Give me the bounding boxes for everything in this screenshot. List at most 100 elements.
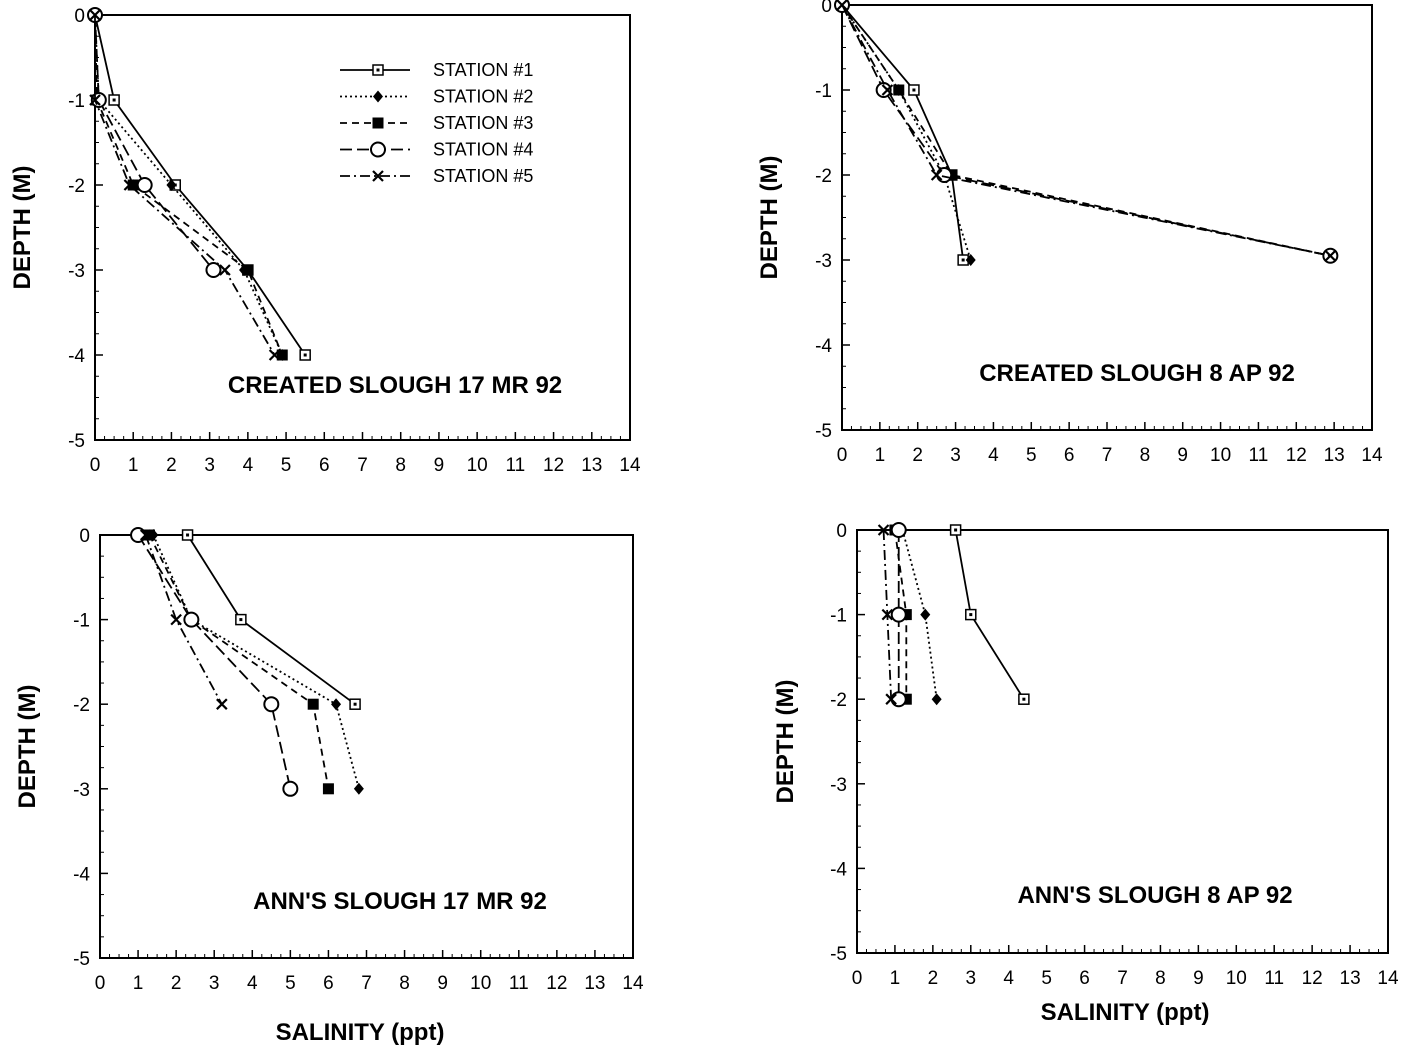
- data-point: [1324, 249, 1337, 262]
- data-point: [219, 264, 231, 276]
- x-tick-label: 5: [1041, 968, 1052, 989]
- x-tick-label: 12: [1302, 968, 1323, 989]
- x-tick-label: 9: [1177, 445, 1188, 466]
- legend-item-station-2: STATION #2: [340, 87, 533, 107]
- data-point: [885, 693, 897, 705]
- x-tick-label: 11: [1264, 968, 1284, 989]
- data-point: [936, 167, 953, 183]
- data-point: [890, 522, 907, 538]
- y-tick-label: -3: [68, 261, 85, 282]
- y-tick-label: -4: [830, 859, 847, 880]
- x-tick-label: 14: [619, 455, 641, 476]
- data-point: [949, 524, 962, 536]
- y-tick-label: -4: [73, 864, 90, 885]
- series-line: [186, 534, 356, 705]
- x-tick-label: 1: [890, 968, 901, 989]
- series-station-2: [837, 0, 976, 266]
- x-tick-label: 7: [1117, 968, 1128, 989]
- series-line: [841, 4, 965, 261]
- data-point: [881, 608, 894, 621]
- legend-item-station-4: STATION #4: [340, 140, 533, 160]
- panel-title: CREATED SLOUGH 17 MR 92: [228, 372, 562, 399]
- series-station-5: [836, 0, 1337, 262]
- y-tick-label: 0: [836, 521, 847, 542]
- data-point: [276, 349, 288, 361]
- data-point: [108, 94, 120, 106]
- x-tick-label: 4: [988, 445, 999, 466]
- legend-marker: [373, 90, 383, 103]
- series-station-1: [89, 9, 311, 361]
- data-point: [181, 529, 194, 541]
- y-tick-label: -1: [73, 611, 90, 632]
- data-point: [123, 179, 136, 191]
- legend-label: STATION #3: [433, 113, 533, 133]
- data-point: [205, 262, 222, 278]
- x-tick-label: 8: [399, 973, 410, 994]
- x-tick-label: 10: [1210, 445, 1231, 466]
- x-axis-title: SALINITY (ppt): [1041, 999, 1210, 1026]
- x-tick-label: 13: [584, 973, 605, 994]
- series-station-5: [89, 9, 281, 361]
- x-tick-label: 3: [950, 445, 961, 466]
- data-point: [307, 698, 319, 710]
- y-tick-label: 0: [74, 6, 85, 27]
- x-tick-label: 14: [1361, 445, 1383, 466]
- data-point: [89, 9, 101, 21]
- series-station-1: [181, 529, 361, 710]
- series-line: [841, 4, 1331, 257]
- x-tick-label: 14: [622, 973, 644, 994]
- x-tick-label: 13: [1324, 445, 1345, 466]
- series-station-3: [143, 529, 334, 795]
- data-point: [130, 527, 147, 543]
- x-tick-label: 13: [1340, 968, 1361, 989]
- series-station-2: [90, 9, 288, 361]
- x-tick-label: 3: [204, 455, 215, 476]
- x-tick-label: 2: [171, 973, 182, 994]
- x-tick-label: 9: [434, 455, 445, 476]
- series-station-5: [877, 524, 897, 705]
- data-point: [216, 698, 228, 710]
- y-tick-label: -1: [830, 606, 847, 627]
- data-point: [930, 169, 943, 181]
- data-point: [282, 780, 299, 797]
- y-tick-label: -3: [73, 780, 90, 801]
- y-tick-label: -5: [73, 949, 90, 970]
- data-point: [166, 179, 177, 191]
- x-tick-label: 5: [1026, 445, 1037, 466]
- panel-title: CREATED SLOUGH 8 AP 92: [979, 360, 1295, 387]
- data-point: [263, 696, 280, 713]
- data-point: [920, 608, 931, 621]
- y-tick-label: -2: [830, 690, 847, 711]
- y-tick-label: -1: [68, 91, 85, 112]
- series-line: [137, 534, 292, 789]
- series-station-2: [148, 529, 364, 795]
- x-tick-label: 3: [209, 973, 220, 994]
- series-station-4: [890, 522, 907, 708]
- data-point: [235, 613, 247, 626]
- y-tick-label: -5: [830, 944, 847, 965]
- x-tick-label: 11: [505, 455, 525, 476]
- data-point: [183, 611, 200, 628]
- legend-marker: [370, 141, 386, 158]
- legend-marker: [372, 117, 384, 129]
- data-point: [877, 524, 890, 536]
- x-tick-label: 1: [128, 455, 139, 476]
- x-tick-label: 0: [95, 973, 106, 994]
- legend-marker: [372, 170, 384, 182]
- data-point: [890, 606, 907, 623]
- x-tick-label: 11: [509, 973, 529, 994]
- x-tick-label: 1: [133, 973, 144, 994]
- legend-marker: [372, 64, 384, 76]
- y-tick-label: -5: [815, 421, 832, 442]
- legend-label: STATION #2: [433, 87, 533, 107]
- series-station-1: [836, 0, 969, 266]
- x-tick-label: 12: [543, 455, 564, 476]
- series-station-1: [949, 524, 1030, 705]
- y-tick-label: -2: [68, 176, 85, 197]
- data-point: [136, 177, 153, 193]
- series-line: [841, 4, 1331, 257]
- series-line: [94, 15, 276, 356]
- data-point: [322, 783, 334, 795]
- y-tick-label: -1: [815, 81, 832, 102]
